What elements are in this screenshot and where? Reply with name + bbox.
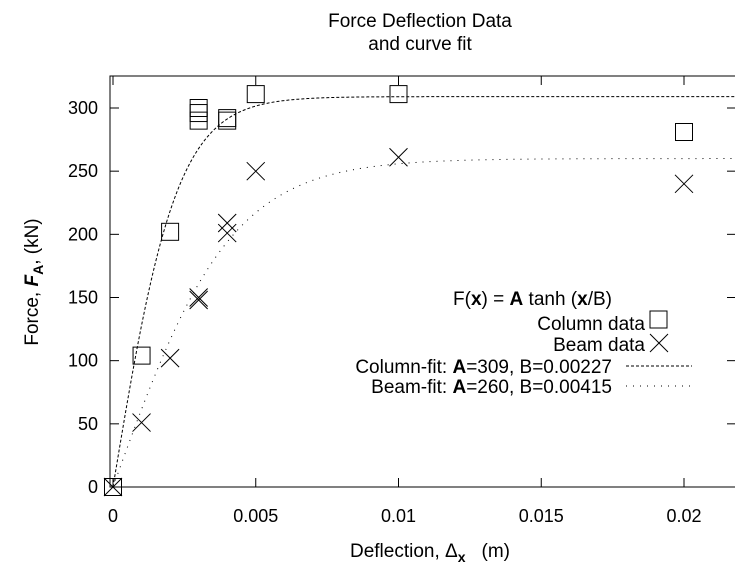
plot-frame — [109, 75, 735, 488]
column-data-point — [189, 104, 208, 123]
legend-column-fit-a: A — [452, 357, 466, 378]
x-axis-label: Deflection, Δx (m) — [350, 541, 510, 565]
legend-header-x: x — [471, 289, 482, 310]
legend-column-fit-label: Column-fit: A=309, B=0.00227 — [355, 357, 612, 378]
beam-data-point-stroke — [217, 223, 237, 243]
column-data-point — [246, 85, 265, 104]
column-data-point — [189, 99, 208, 117]
legend-beam-data-label: Beam data — [553, 335, 645, 356]
legend-column-fit-prefix: Column-fit: — [355, 357, 452, 378]
beam-data-point — [132, 413, 151, 432]
y-tick-label: 250 — [68, 161, 98, 181]
legend: F(x) = A tanh (x/B) Column data Beam dat… — [355, 289, 692, 398]
y-axis-label-suffix: , (kN) — [22, 218, 43, 264]
column-data-point — [389, 85, 408, 104]
y-axis: 0 50 100 150 200 250 300 — [68, 98, 735, 497]
x-tick-label: 0.005 — [233, 506, 278, 526]
x-tick-label: 0 — [108, 506, 118, 526]
x-axis-label-prefix: Deflection, Δ — [350, 541, 458, 562]
beam-fit-curve — [112, 158, 735, 488]
beam-data-point-stroke — [189, 290, 209, 310]
y-axis-label: Force, FA, (kN) — [22, 218, 46, 345]
y-axis-label-var: F — [22, 274, 43, 287]
beam-data-point-stroke — [389, 147, 408, 167]
beam-data-point — [160, 348, 180, 368]
y-tick-label: 150 — [68, 288, 98, 308]
legend-header-end: /B) — [588, 289, 612, 310]
column-data-point — [675, 123, 693, 142]
beam-data-point — [103, 477, 123, 497]
legend-header-mid: ) = — [482, 289, 510, 310]
beam-data-point-stroke — [674, 174, 694, 194]
legend-beam-marker-stroke-2 — [649, 333, 669, 353]
x-tick-label: 0.015 — [519, 506, 564, 526]
legend-header-x2: x — [577, 289, 588, 310]
beam-data-point — [389, 147, 408, 167]
legend-beam-fit-a: A — [452, 377, 466, 398]
y-tick-label: 0 — [88, 477, 98, 497]
column-data-point — [218, 109, 237, 128]
legend-header-tanh: tanh ( — [523, 289, 578, 310]
column-fit-curve — [112, 96, 735, 488]
legend-beam-data-marker — [649, 333, 669, 353]
beam-data-point-stroke — [132, 413, 151, 432]
legend-beam-fit-rest: =260, B=0.00415 — [466, 377, 612, 398]
legend-column-data-marker — [649, 310, 668, 329]
x-axis-label-suffix: (m) — [482, 541, 510, 562]
chart-title: Force Deflection Data — [328, 11, 512, 32]
y-tick-label: 100 — [68, 351, 98, 371]
x-axis: 0 0.005 0.01 0.015 0.02 — [108, 76, 702, 526]
x-axis-label-subscript: x — [458, 549, 466, 565]
beam-data-point-stroke — [217, 213, 237, 233]
beam-data-point-stroke — [103, 477, 123, 497]
chart-subtitle: and curve fit — [368, 34, 472, 55]
legend-header-prefix: F( — [453, 289, 472, 310]
x-tick-label: 0.01 — [381, 506, 416, 526]
y-axis-label-prefix: Force, — [22, 287, 43, 346]
column-data-point — [189, 111, 208, 130]
column-data-point — [161, 222, 180, 241]
beam-data-point-stroke — [189, 288, 209, 307]
y-tick-label: 50 — [78, 414, 98, 434]
y-tick-label: 300 — [68, 98, 98, 118]
legend-header: F(x) = A tanh (x/B) — [453, 289, 612, 310]
y-tick-label: 200 — [68, 224, 98, 244]
y-axis-label-subscript: A — [30, 265, 46, 275]
legend-column-data-label: Column data — [537, 314, 645, 335]
beam-data-point — [674, 174, 694, 194]
beam-data-point — [217, 213, 237, 233]
beam-data-point-stroke — [160, 348, 180, 368]
beam-data-point — [217, 223, 237, 243]
legend-beam-fit-label: Beam-fit: A=260, B=0.00415 — [371, 377, 612, 398]
beam-data-markers — [103, 147, 694, 497]
beam-data-point — [189, 290, 209, 310]
legend-beam-fit-prefix: Beam-fit: — [371, 377, 452, 398]
beam-data-point — [246, 161, 266, 181]
beam-data-point-stroke — [246, 161, 266, 181]
legend-header-a: A — [510, 289, 524, 310]
x-tick-label: 0.02 — [666, 506, 701, 526]
column-data-point — [104, 478, 122, 496]
legend-column-fit-rest: =309, B=0.00227 — [466, 357, 612, 378]
beam-data-point — [189, 288, 209, 307]
column-data-markers — [104, 85, 693, 496]
column-data-point — [132, 346, 151, 365]
